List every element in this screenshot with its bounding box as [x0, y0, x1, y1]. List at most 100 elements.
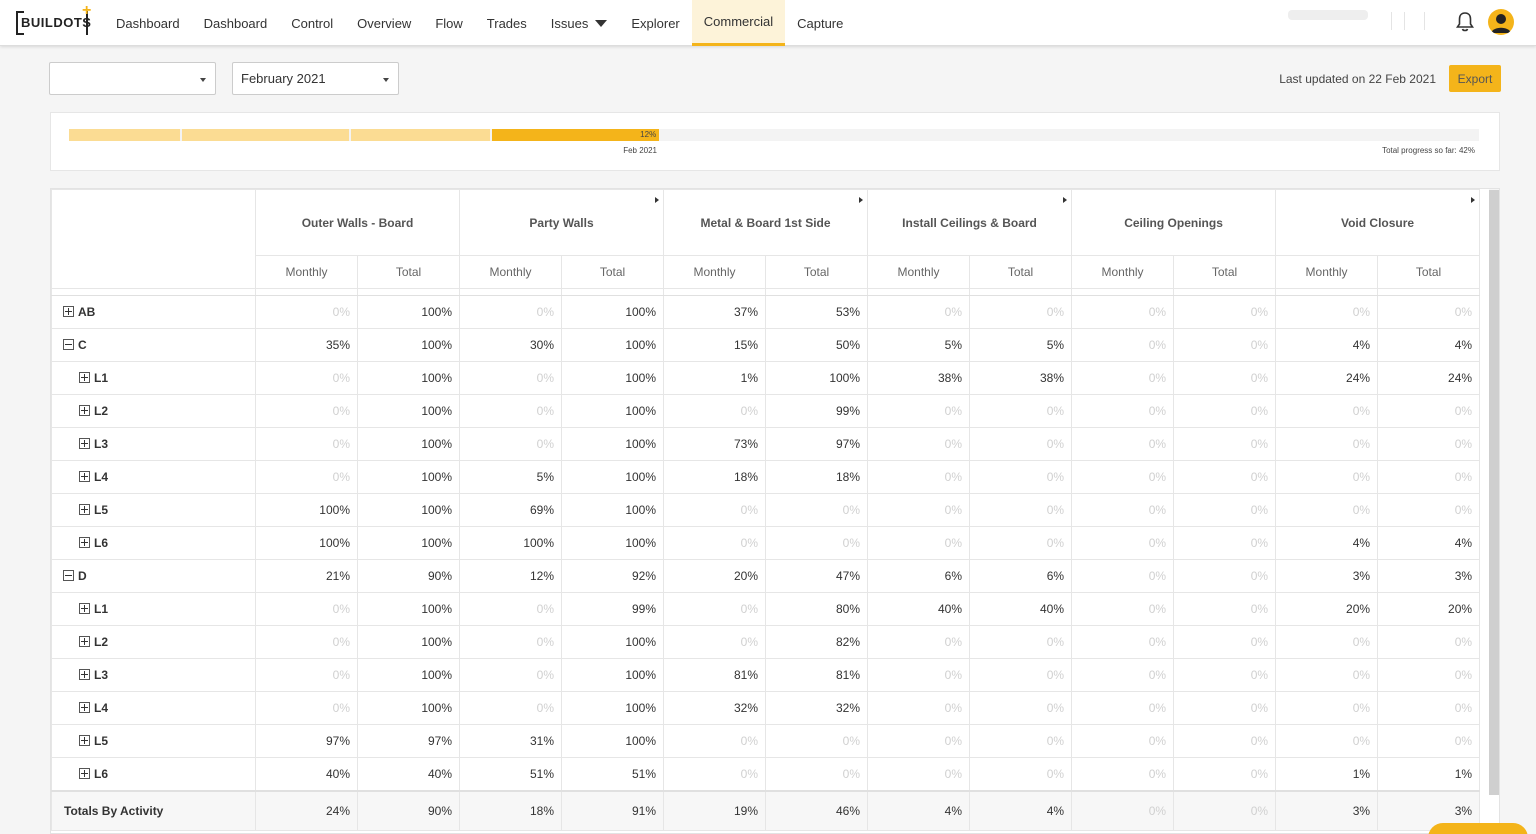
- monthly-value: 0%: [663, 625, 767, 659]
- total-value: 100%: [561, 361, 665, 395]
- nav-dashboard-1[interactable]: Dashboard: [104, 0, 192, 46]
- user-avatar-icon[interactable]: [1488, 9, 1514, 35]
- total-value: 0%: [969, 295, 1073, 329]
- progress-segment-current: 12%: [492, 129, 660, 141]
- activity-header[interactable]: Metal & Board 1st Side: [663, 189, 869, 256]
- expand-plus-icon[interactable]: [79, 669, 90, 680]
- bell-icon[interactable]: [1455, 11, 1475, 33]
- expand-plus-icon[interactable]: [79, 405, 90, 416]
- monthly-header: Monthly: [459, 255, 563, 289]
- monthly-header: Monthly: [255, 255, 358, 289]
- total-value: 97%: [765, 427, 869, 461]
- export-button[interactable]: Export: [1449, 65, 1501, 92]
- total-value: 0%: [1377, 295, 1481, 329]
- expand-plus-icon[interactable]: [79, 735, 90, 746]
- total-value: 0%: [1173, 328, 1277, 362]
- expand-plus-icon[interactable]: [79, 372, 90, 383]
- month-select[interactable]: February 2021: [232, 62, 399, 95]
- monthly-value: 0%: [255, 592, 358, 626]
- nav-commercial[interactable]: Commercial: [691, 0, 786, 46]
- nav-control[interactable]: Control: [279, 0, 345, 46]
- activity-header[interactable]: Party Walls: [459, 189, 665, 256]
- expand-plus-icon[interactable]: [79, 702, 90, 713]
- expand-plus-icon[interactable]: [79, 537, 90, 548]
- total-value: 38%: [969, 361, 1073, 395]
- expand-plus-icon[interactable]: [79, 767, 90, 779]
- monthly-value: 0%: [255, 361, 358, 395]
- total-value: 0%: [1173, 361, 1277, 395]
- expand-plus-icon[interactable]: [79, 438, 90, 449]
- activity-header[interactable]: Install Ceilings & Board: [867, 189, 1073, 256]
- row-label-wrap: L2: [52, 635, 108, 649]
- divider: [1424, 12, 1425, 30]
- expand-arrow-icon[interactable]: [655, 197, 660, 203]
- monthly-value: 0%: [1071, 427, 1175, 461]
- expand-plus-icon[interactable]: [63, 306, 74, 317]
- monthly-value: 21%: [255, 559, 358, 593]
- table-row: D 21% 90% 12% 92% 20% 47% 6% 6% 0% 0% 3% 3%: [51, 559, 1481, 593]
- total-value: 100%: [561, 724, 665, 758]
- total-value: 100%: [356, 361, 461, 395]
- monthly-value: 0%: [663, 757, 767, 791]
- nav-issues[interactable]: Issues: [539, 0, 620, 46]
- table-row: L6 100% 100% 100% 100% 0% 0% 0% 0% 0% 0% 4% 4%: [51, 526, 1481, 560]
- nav-flow[interactable]: Flow: [423, 0, 474, 46]
- total-value: 100%: [561, 328, 665, 362]
- row-label-wrap: L5: [52, 734, 108, 748]
- monthly-value: 3%: [1275, 789, 1379, 831]
- expand-plus-icon[interactable]: [79, 636, 90, 647]
- monthly-value: 81%: [663, 658, 767, 692]
- activity-name: Outer Walls - Board: [301, 215, 414, 230]
- row-label: C: [78, 338, 87, 352]
- activity-header[interactable]: Outer Walls - Board: [254, 189, 461, 256]
- progress-segment: [69, 129, 180, 141]
- collapse-minus-icon[interactable]: [63, 570, 74, 581]
- expand-arrow-icon[interactable]: [859, 197, 864, 203]
- activity-name: Metal & Board 1st Side: [700, 215, 831, 230]
- logo-bracket: [16, 11, 88, 35]
- expand-arrow-icon[interactable]: [1471, 197, 1476, 203]
- project-select[interactable]: [49, 62, 216, 95]
- main-nav: Dashboard Dashboard Control Overview Flow Tra…: [104, 0, 855, 46]
- monthly-value: 40%: [867, 592, 971, 626]
- monthly-value: 18%: [459, 789, 563, 831]
- row-label-cell: L6: [51, 526, 256, 560]
- total-value: 0%: [1377, 625, 1481, 659]
- buildots-logo[interactable]: BUILDOTS +: [16, 2, 91, 36]
- monthly-value: 0%: [867, 295, 971, 329]
- monthly-value: 6%: [867, 559, 971, 593]
- expand-arrow-icon[interactable]: [1063, 197, 1068, 203]
- totals-label: Totals By Activity: [51, 789, 256, 831]
- monthly-value: 0%: [1071, 328, 1175, 362]
- nav-trades[interactable]: Trades: [475, 0, 539, 46]
- collapse-minus-icon[interactable]: [63, 339, 74, 350]
- vertical-scrollbar[interactable]: [1489, 190, 1499, 795]
- monthly-value: 0%: [459, 658, 563, 692]
- monthly-value: 0%: [1071, 361, 1175, 395]
- expand-plus-icon[interactable]: [79, 471, 90, 482]
- activity-header[interactable]: Ceiling Openings: [1071, 189, 1277, 256]
- nav-item-label: Trades: [486, 15, 527, 31]
- total-value: 100%: [356, 460, 461, 494]
- table-row: L2 0% 100% 0% 100% 0% 99% 0% 0% 0% 0% 0% 0%: [51, 394, 1481, 428]
- nav-dashboard-2[interactable]: Dashboard: [192, 0, 280, 46]
- total-value: 0%: [1377, 658, 1481, 692]
- total-value: 80%: [765, 592, 869, 626]
- nav-capture[interactable]: Capture: [785, 0, 855, 46]
- help-chat-button[interactable]: [1428, 823, 1528, 834]
- total-value: 100%: [561, 526, 665, 560]
- nav-explorer[interactable]: Explorer: [619, 0, 691, 46]
- commercial-table: Outer Walls - Board Party Walls Metal & Bo…: [50, 188, 1500, 834]
- expand-plus-icon[interactable]: [79, 603, 90, 614]
- total-value: 81%: [765, 658, 869, 692]
- total-value: 0%: [969, 658, 1073, 692]
- row-label: L5: [94, 503, 109, 517]
- row-label-cell: L6: [51, 757, 256, 791]
- monthly-value: 4%: [867, 789, 971, 831]
- nav-overview[interactable]: Overview: [345, 0, 423, 46]
- monthly-value: 0%: [867, 427, 971, 461]
- activity-header[interactable]: Void Closure: [1275, 189, 1481, 256]
- total-value: 0%: [1173, 295, 1277, 329]
- total-value: 4%: [1377, 526, 1481, 560]
- expand-plus-icon[interactable]: [79, 504, 90, 515]
